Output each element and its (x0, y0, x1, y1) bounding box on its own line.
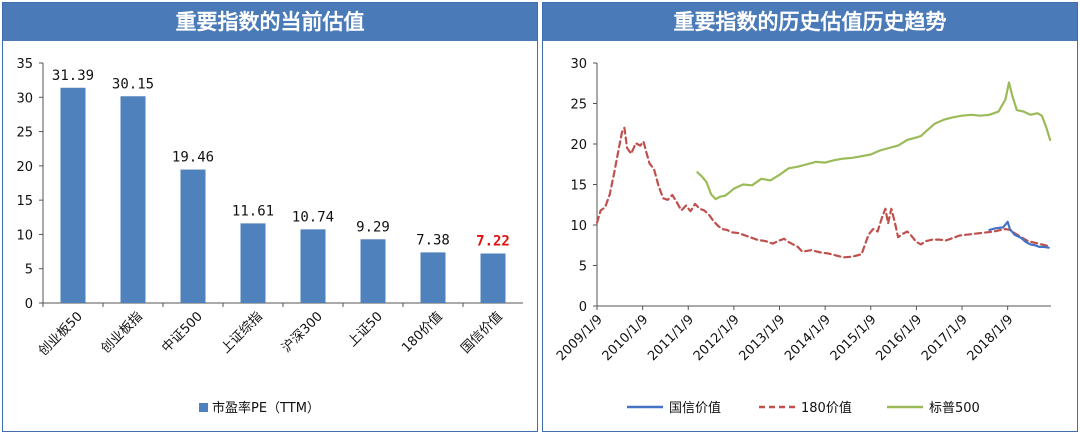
legend-label: 国信价值 (669, 400, 721, 416)
y-tick-label: 10 (570, 219, 587, 234)
line-chart-panel: 重要指数的历史估值历史趋势 0 5 10 15 20 25 30 2009/1/9 2010/1… (542, 2, 1078, 432)
bar-chart: 0 5 10 15 20 25 30 35 31.39 创业板50 30.15 创业板指 19.46 中证… (16, 57, 523, 416)
y-tick-label: 30 (16, 91, 33, 106)
bar (300, 229, 326, 303)
x-tick-label: 2017/1/9 (919, 312, 971, 364)
x-tick-label: 2016/1/9 (873, 312, 925, 364)
bar-chart-panel: 重要指数的当前估值 0 5 10 15 20 25 30 35 31.39 创业板50 30.15 创… (2, 2, 538, 432)
x-tick-label: 2015/1/9 (828, 312, 880, 364)
line-chart: 0 5 10 15 20 25 30 2009/1/92010/1/92011/1/92012… (554, 57, 1052, 416)
x-tick-label: 2009/1/9 (554, 312, 606, 364)
series-line (988, 220, 1050, 249)
bar (180, 169, 206, 303)
y-tick-label: 35 (16, 57, 33, 72)
x-tick-label: 中证500 (159, 309, 206, 356)
legend: 国信价值 180价值 标普500 (627, 400, 980, 416)
legend-label: 标普500 (929, 401, 980, 416)
line-chart-title: 重要指数的历史估值历史趋势 (543, 3, 1077, 41)
data-label: 19.46 (172, 150, 214, 166)
y-tick-label: 0 (579, 300, 587, 315)
data-label: 9.29 (356, 219, 390, 235)
y-tick-label: 15 (570, 179, 587, 194)
series-line (595, 126, 1050, 259)
legend-swatch (199, 403, 208, 412)
x-tick-label: 2010/1/9 (600, 312, 652, 364)
x-tick-label: 180价值 (399, 309, 446, 356)
y-tick-label: 0 (25, 297, 33, 312)
y-tick-label: 15 (16, 194, 33, 209)
data-label: 10.74 (292, 209, 334, 225)
y-tick-label: 25 (16, 126, 33, 141)
y-tick-label: 5 (25, 263, 33, 278)
bar (360, 239, 386, 303)
x-tick-label: 创业板指 (98, 309, 145, 356)
bar (60, 87, 86, 303)
y-tick-label: 20 (570, 138, 587, 153)
bar (240, 223, 266, 303)
y-tick-label: 10 (16, 228, 33, 243)
data-label: 30.15 (112, 76, 154, 92)
series-line (696, 81, 1052, 201)
data-label: 31.39 (52, 68, 94, 84)
bar-chart-title: 重要指数的当前估值 (3, 3, 537, 41)
legend-label: 市盈率PE（TTM） (212, 400, 320, 416)
data-label: 7.22 (476, 233, 510, 249)
y-tick-label: 25 (570, 98, 587, 113)
x-tick-label: 2012/1/9 (691, 312, 743, 364)
x-tick-label: 2011/1/9 (645, 312, 697, 364)
bar (120, 96, 146, 303)
x-tick-label: 上证综指 (218, 309, 265, 356)
x-tick-label: 2014/1/9 (782, 312, 834, 364)
bar (420, 252, 446, 303)
data-label: 11.61 (232, 203, 274, 219)
x-tick-label: 创业板50 (36, 309, 86, 359)
x-tick-label: 2018/1/9 (965, 312, 1017, 364)
x-tick-label: 2013/1/9 (736, 312, 788, 364)
data-label: 7.38 (416, 232, 450, 248)
x-tick-label: 沪深300 (279, 309, 326, 356)
y-tick-label: 20 (16, 160, 33, 175)
x-tick-label: 上证50 (345, 309, 386, 350)
legend: 市盈率PE（TTM） (199, 400, 320, 416)
legend-label: 180价值 (801, 400, 852, 416)
y-tick-label: 5 (579, 260, 587, 275)
x-tick-label: 国信价值 (458, 309, 506, 357)
bar (480, 253, 506, 303)
y-tick-label: 30 (570, 57, 587, 72)
